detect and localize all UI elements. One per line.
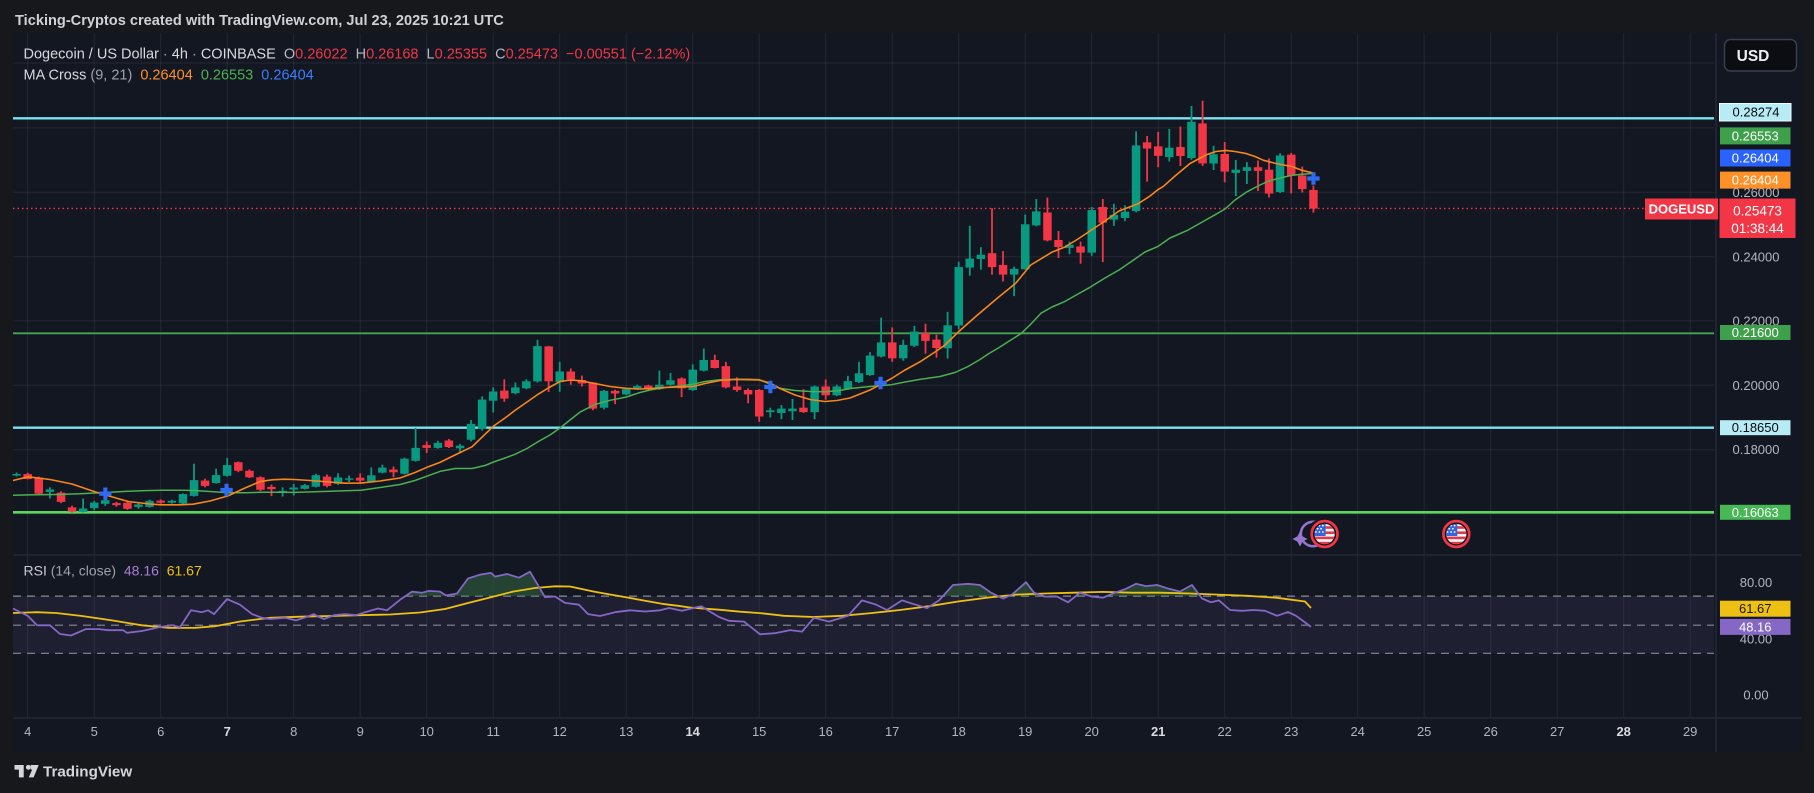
svg-text:Dogecoin / US Dollar · 4h · CO: Dogecoin / US Dollar · 4h · COINBASE O0.… [24,47,691,63]
svg-text:15: 15 [752,724,766,739]
svg-text:29: 29 [1683,724,1697,739]
svg-text:RSI (14, close) 48.16 61.67: RSI (14, close) 48.16 61.67 [24,563,202,579]
svg-text:16: 16 [818,724,832,739]
svg-text:0.00: 0.00 [1743,687,1768,702]
svg-text:7: 7 [224,724,231,739]
svg-text:5: 5 [91,724,98,739]
svg-text:0.26404: 0.26404 [1732,151,1779,166]
svg-text:Ticking-Cryptos created with T: Ticking-Cryptos created with TradingView… [15,13,504,29]
svg-text:4: 4 [24,724,31,739]
svg-text:17: 17 [885,724,899,739]
svg-text:27: 27 [1550,724,1564,739]
svg-text:6: 6 [157,724,164,739]
svg-text:10: 10 [419,724,433,739]
svg-text:0.26404: 0.26404 [1732,173,1779,188]
svg-text:0.20000: 0.20000 [1733,378,1780,393]
svg-text:12: 12 [552,724,566,739]
svg-text:0.28274: 0.28274 [1733,105,1780,120]
svg-text:01:38:44: 01:38:44 [1731,221,1784,236]
svg-text:48.16: 48.16 [1739,619,1772,634]
svg-text:0.25473: 0.25473 [1733,204,1782,219]
svg-text:0.26553: 0.26553 [1732,128,1779,143]
svg-text:14: 14 [685,724,700,739]
svg-text:20: 20 [1084,724,1098,739]
svg-text:22: 22 [1217,724,1231,739]
svg-text:TradingView: TradingView [43,764,132,781]
svg-text:24: 24 [1350,724,1364,739]
svg-text:40.00: 40.00 [1740,631,1773,646]
svg-text:13: 13 [619,724,633,739]
svg-text:21: 21 [1151,724,1165,739]
svg-text:USD: USD [1737,48,1770,65]
svg-text:11: 11 [486,724,500,739]
svg-text:25: 25 [1417,724,1431,739]
svg-text:18: 18 [951,724,965,739]
svg-text:61.67: 61.67 [1739,601,1772,616]
svg-text:0.18000: 0.18000 [1733,442,1780,457]
svg-text:8: 8 [290,724,297,739]
svg-text:26: 26 [1483,724,1497,739]
svg-text:23: 23 [1284,724,1298,739]
svg-text:0.21600: 0.21600 [1732,325,1779,340]
svg-text:DOGEUSD: DOGEUSD [1649,202,1715,217]
svg-text:0.16063: 0.16063 [1732,505,1779,520]
svg-text:MA Cross (9, 21) 0.26404 0.2: MA Cross (9, 21) 0.26404 0.26553 0.26404 [24,68,314,84]
svg-text:80.00: 80.00 [1740,575,1773,590]
svg-text:0.22000: 0.22000 [1733,313,1780,328]
svg-text:9: 9 [357,724,364,739]
svg-text:19: 19 [1018,724,1032,739]
svg-text:28: 28 [1616,724,1630,739]
svg-text:0.18650: 0.18650 [1732,420,1779,435]
svg-text:0.24000: 0.24000 [1733,249,1780,264]
